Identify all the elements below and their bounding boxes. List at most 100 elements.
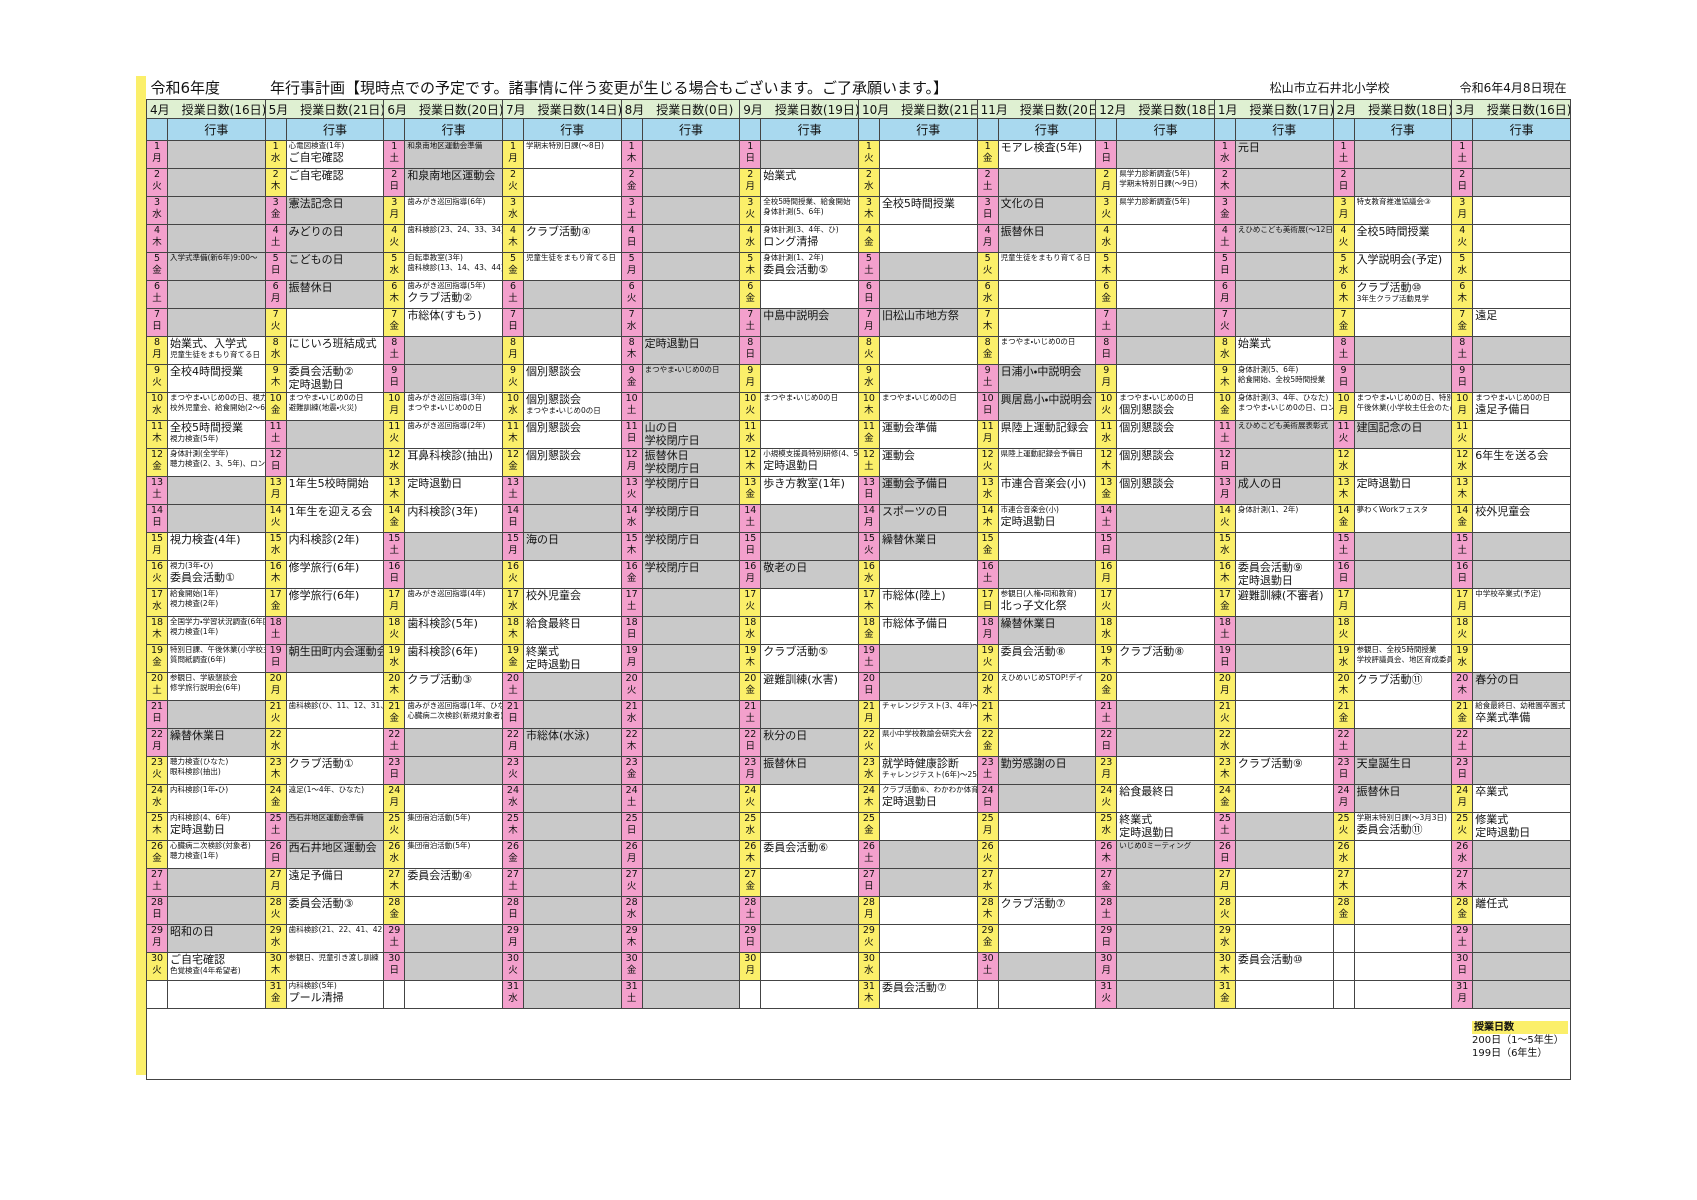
day-cell: 20 月 — [1213, 672, 1236, 701]
empty-cell — [1353, 980, 1453, 1009]
event-cell — [1234, 672, 1334, 701]
day-cell: 10 水 — [501, 392, 524, 421]
event: 入学式準備(新6年)9:00～ — [170, 253, 258, 263]
event-cell — [641, 980, 741, 1009]
event-cell: 身体計測(1、2年) 委員会活動⑤ — [760, 252, 859, 281]
event: 委員会活動⑦ — [881, 981, 947, 995]
day-number: 19 — [1337, 645, 1350, 657]
event: 個別懇談会 — [525, 365, 581, 379]
day-number: 11 — [1337, 421, 1350, 433]
weekday: 月 — [508, 741, 518, 752]
weekday: 日 — [152, 713, 162, 724]
weekday: 金 — [152, 853, 162, 864]
event: 歯科検診(23、24、33、34) — [407, 225, 502, 235]
weekday: 火 — [152, 181, 162, 192]
day-cell: 25 日 — [620, 812, 643, 841]
event-cell — [1353, 364, 1453, 393]
event-cell — [641, 252, 741, 281]
day-number: 14 — [625, 505, 638, 517]
event-cell — [1234, 784, 1334, 813]
event: 市総体(水泳) — [525, 729, 590, 743]
event-cell: 建国記念の日 — [1353, 420, 1453, 449]
event-cell: 内科検診(1年・ひ) — [167, 784, 266, 813]
event-cell — [641, 672, 741, 701]
schedule-table: 令和6年度 年行事計画【現時点での予定です。諸事情に伴う変更が生じる場合もござい… — [146, 76, 1571, 1080]
event: 山の日 — [644, 421, 678, 435]
day-cell: 25 水 — [1095, 812, 1118, 841]
event: 身体計測(5、6年) — [1237, 365, 1299, 375]
day-number: 25 — [625, 813, 638, 825]
weekday: 水 — [1101, 237, 1111, 248]
day-cell: 10 木 — [857, 392, 880, 421]
event: 市総体(陸上) — [881, 589, 946, 603]
weekday: 火 — [1220, 713, 1230, 724]
event: 卒業式準備 — [1475, 711, 1531, 724]
day-number: 10 — [506, 393, 520, 405]
event-cell — [997, 280, 1097, 309]
weekday: 水 — [270, 937, 281, 948]
event-cell: 歯みがき巡回指導(6年) — [404, 196, 503, 225]
day-number: 21 — [150, 701, 164, 713]
weekday: 月 — [745, 573, 756, 584]
event-cell — [404, 784, 503, 813]
weekday: 火 — [508, 573, 518, 584]
event-cell — [1116, 280, 1215, 309]
day-number: 16 — [150, 561, 164, 573]
day-number: 27 — [1337, 869, 1350, 881]
event-cell — [641, 140, 741, 169]
day-number: 30 — [506, 953, 520, 965]
event-cell: 歯科検診(21、22、41、42) — [285, 924, 385, 953]
event: クラブ活動⑧ — [1119, 645, 1185, 659]
day-number: 30 — [862, 953, 875, 965]
event-cell — [760, 588, 859, 617]
event-cell — [1472, 728, 1571, 757]
day-cell: 28 金 — [1451, 896, 1474, 925]
day-number: 4 — [1221, 225, 1228, 237]
day-number: 7 — [1340, 309, 1347, 321]
day-number: 22 — [862, 729, 875, 741]
weekday: 土 — [1457, 545, 1467, 556]
weekday: 火 — [270, 321, 281, 332]
day-cell: 15 月 — [146, 532, 168, 561]
day-number: 4 — [1340, 225, 1347, 237]
day-cell: 26 水 — [383, 840, 406, 869]
event: 特支教育推進協議会③ — [1356, 197, 1431, 207]
day-cell: 18 火 — [1332, 616, 1355, 645]
event: 定時退勤日 — [1475, 826, 1531, 839]
day-number: 5 — [153, 253, 161, 265]
event: 運動会予備日 — [881, 477, 948, 491]
event: 学校閉庁日 — [644, 434, 700, 447]
day-number: 16 — [1337, 561, 1350, 573]
weekday: 水 — [745, 237, 756, 248]
day-number: 1 — [272, 141, 279, 153]
day-number: 8 — [1221, 337, 1228, 349]
event-cell — [997, 840, 1097, 869]
event: 3年生クラブ活動見学 — [1356, 294, 1429, 303]
event: 聴力検査(ひなた) — [170, 757, 229, 767]
day-number: 11 — [862, 421, 875, 433]
weekday: 火 — [745, 601, 756, 612]
day-cell: 26 木 — [1095, 840, 1118, 869]
weekday: 火 — [1457, 629, 1467, 640]
weekday: 月 — [864, 909, 874, 920]
weekday: 水 — [626, 713, 637, 724]
day-number: 27 — [269, 869, 282, 881]
event-cell: ご自宅確認 — [285, 168, 385, 197]
weekday: 水 — [1101, 433, 1111, 444]
event: 歩き方教室(1年) — [763, 477, 845, 491]
weekday: 水 — [1220, 545, 1230, 556]
day-number: 27 — [862, 869, 875, 881]
day-cell: 27 日 — [857, 868, 880, 897]
